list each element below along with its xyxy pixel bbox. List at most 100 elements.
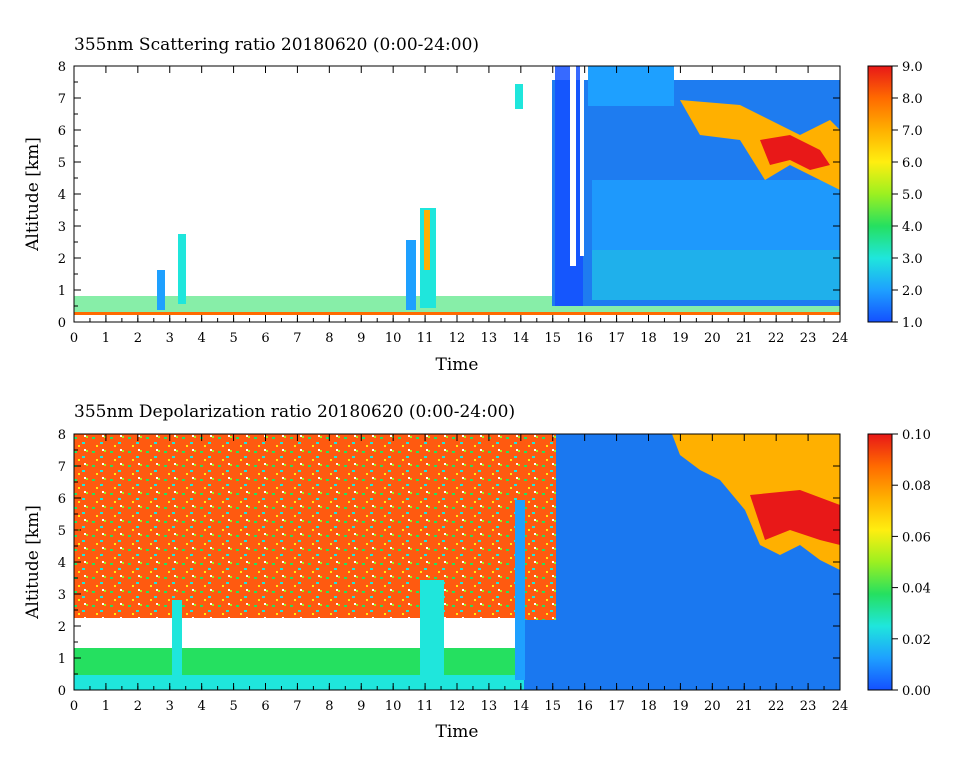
x-tick-label: 9 <box>357 699 365 714</box>
x-tick-label: 10 <box>385 699 402 714</box>
aerosol-column-16h <box>588 66 674 106</box>
colorbar-tick-label: 0.04 <box>902 582 931 597</box>
x-tick-label: 14 <box>513 331 530 346</box>
chart-title: 355nm Scattering ratio 20180620 (0:00-24… <box>74 35 479 55</box>
x-tick-label: 6 <box>261 331 269 346</box>
plume-11h <box>420 580 444 680</box>
y-tick-label: 3 <box>58 588 66 603</box>
plume-2h <box>157 270 165 310</box>
colorbar-tick-label: 0.00 <box>902 684 931 699</box>
y-tick-label: 2 <box>58 620 66 635</box>
colorbar-tick-label: 0.10 <box>902 428 931 443</box>
x-tick-label: 15 <box>544 699 561 714</box>
colorbar-tick-label: 6.0 <box>902 156 923 171</box>
x-axis-label: Time <box>436 355 479 375</box>
x-tick-label: 20 <box>704 699 721 714</box>
aerosol-band-mid <box>592 180 840 250</box>
aerosol-band-low <box>592 250 840 300</box>
x-tick-label: 12 <box>449 699 466 714</box>
colorbar-tick-label: 0.02 <box>902 633 931 648</box>
x-tick-label: 3 <box>166 699 174 714</box>
y-tick-label: 6 <box>58 492 66 507</box>
y-tick-label: 8 <box>58 60 66 75</box>
colorbar-ticks: 1.0 2.0 3.0 4.0 5.0 6.0 7.0 8.0 9.0 <box>892 60 923 331</box>
y-tick-label: 0 <box>58 316 66 331</box>
colorbar-tick-label: 0.06 <box>902 530 931 545</box>
x-axis: 0 1 2 3 4 5 6 7 8 9 10 11 12 13 14 15 16 17 18 19 20 21 22 23 24 <box>70 66 848 346</box>
cloud-layer-evening <box>680 100 840 190</box>
colorbar-ticks: 0.00 0.02 0.04 0.06 0.08 0.10 <box>892 428 931 699</box>
x-tick-label: 0 <box>70 699 78 714</box>
colorbar-tick-label: 8.0 <box>902 92 923 107</box>
y-tick-label: 5 <box>58 156 66 171</box>
x-tick-label: 16 <box>576 331 593 346</box>
x-tick-label: 10 <box>385 331 402 346</box>
colorbar-tick-label: 4.0 <box>902 220 923 235</box>
scattering-ratio-panel: 355nm Scattering ratio 20180620 (0:00-24… <box>23 35 923 375</box>
clear-gap <box>74 618 524 648</box>
x-tick-label: 11 <box>417 699 434 714</box>
x-tick-label: 22 <box>768 331 785 346</box>
y-tick-label: 6 <box>58 124 66 139</box>
x-tick-label: 6 <box>261 699 269 714</box>
x-tick-label: 24 <box>832 331 849 346</box>
x-tick-label: 15 <box>544 331 561 346</box>
plume-14h <box>515 84 523 109</box>
x-tick-label: 4 <box>198 699 206 714</box>
colorbar-gradient <box>867 65 893 323</box>
y-axis-label: Altitude [km] <box>23 505 43 620</box>
y-tick-label: 7 <box>58 460 66 475</box>
x-tick-label: 8 <box>325 331 333 346</box>
plume-14h <box>515 500 525 680</box>
x-tick-label: 19 <box>672 331 689 346</box>
plume-3h <box>178 234 186 304</box>
x-tick-label: 7 <box>293 331 301 346</box>
x-tick-label: 23 <box>800 331 817 346</box>
x-tick-label: 5 <box>229 699 237 714</box>
x-tick-label: 12 <box>449 331 466 346</box>
x-tick-label: 5 <box>229 331 237 346</box>
colorbar-gradient <box>867 433 893 691</box>
cloud-region-core <box>750 490 840 545</box>
boundary-layer-cyan <box>74 675 524 690</box>
colorbar: 0.00 0.02 0.04 0.06 0.08 0.10 <box>867 428 931 699</box>
plume-10h <box>406 240 416 310</box>
y-tick-label: 8 <box>58 428 66 443</box>
cloud-layer-core <box>760 135 830 170</box>
plume-11h-core <box>424 210 430 270</box>
x-tick-label: 13 <box>481 699 498 714</box>
y-tick-label: 1 <box>58 652 66 667</box>
x-tick-label: 20 <box>704 331 721 346</box>
x-tick-label: 21 <box>736 699 753 714</box>
x-tick-label: 22 <box>768 699 785 714</box>
y-tick-label: 4 <box>58 188 66 203</box>
x-tick-label: 14 <box>513 699 530 714</box>
y-tick-label: 0 <box>58 684 66 699</box>
x-tick-label: 13 <box>481 331 498 346</box>
colorbar-tick-label: 3.0 <box>902 252 923 267</box>
x-tick-label: 24 <box>832 699 849 714</box>
colorbar-tick-label: 7.0 <box>902 124 923 139</box>
gap-column-a <box>570 66 576 266</box>
plot-area <box>74 66 840 322</box>
x-tick-label: 17 <box>608 699 625 714</box>
x-tick-label: 1 <box>102 331 110 346</box>
boundary-layer-green <box>74 648 524 678</box>
x-tick-label: 2 <box>134 331 142 346</box>
x-tick-label: 18 <box>640 331 657 346</box>
colorbar-tick-label: 2.0 <box>902 284 923 299</box>
y-tick-label: 5 <box>58 524 66 539</box>
colorbar-tick-label: 0.08 <box>902 479 931 494</box>
x-tick-label: 23 <box>800 699 817 714</box>
colorbar-tick-label: 5.0 <box>902 188 923 203</box>
colorbar: 1.0 2.0 3.0 4.0 5.0 6.0 7.0 8.0 9.0 <box>867 60 923 331</box>
y-tick-label: 4 <box>58 556 66 571</box>
y-axis: 0 1 2 3 4 5 6 7 8 <box>58 428 840 699</box>
x-tick-label: 16 <box>576 699 593 714</box>
chart-title: 355nm Depolarization ratio 20180620 (0:0… <box>74 402 515 422</box>
x-tick-label: 18 <box>640 699 657 714</box>
x-tick-label: 0 <box>70 331 78 346</box>
x-tick-label: 8 <box>325 699 333 714</box>
x-axis: 0 1 2 3 4 5 6 7 8 9 10 11 12 13 14 15 16 17 18 19 20 21 22 23 24 <box>70 434 848 714</box>
colorbar-tick-label: 1.0 <box>902 316 923 331</box>
